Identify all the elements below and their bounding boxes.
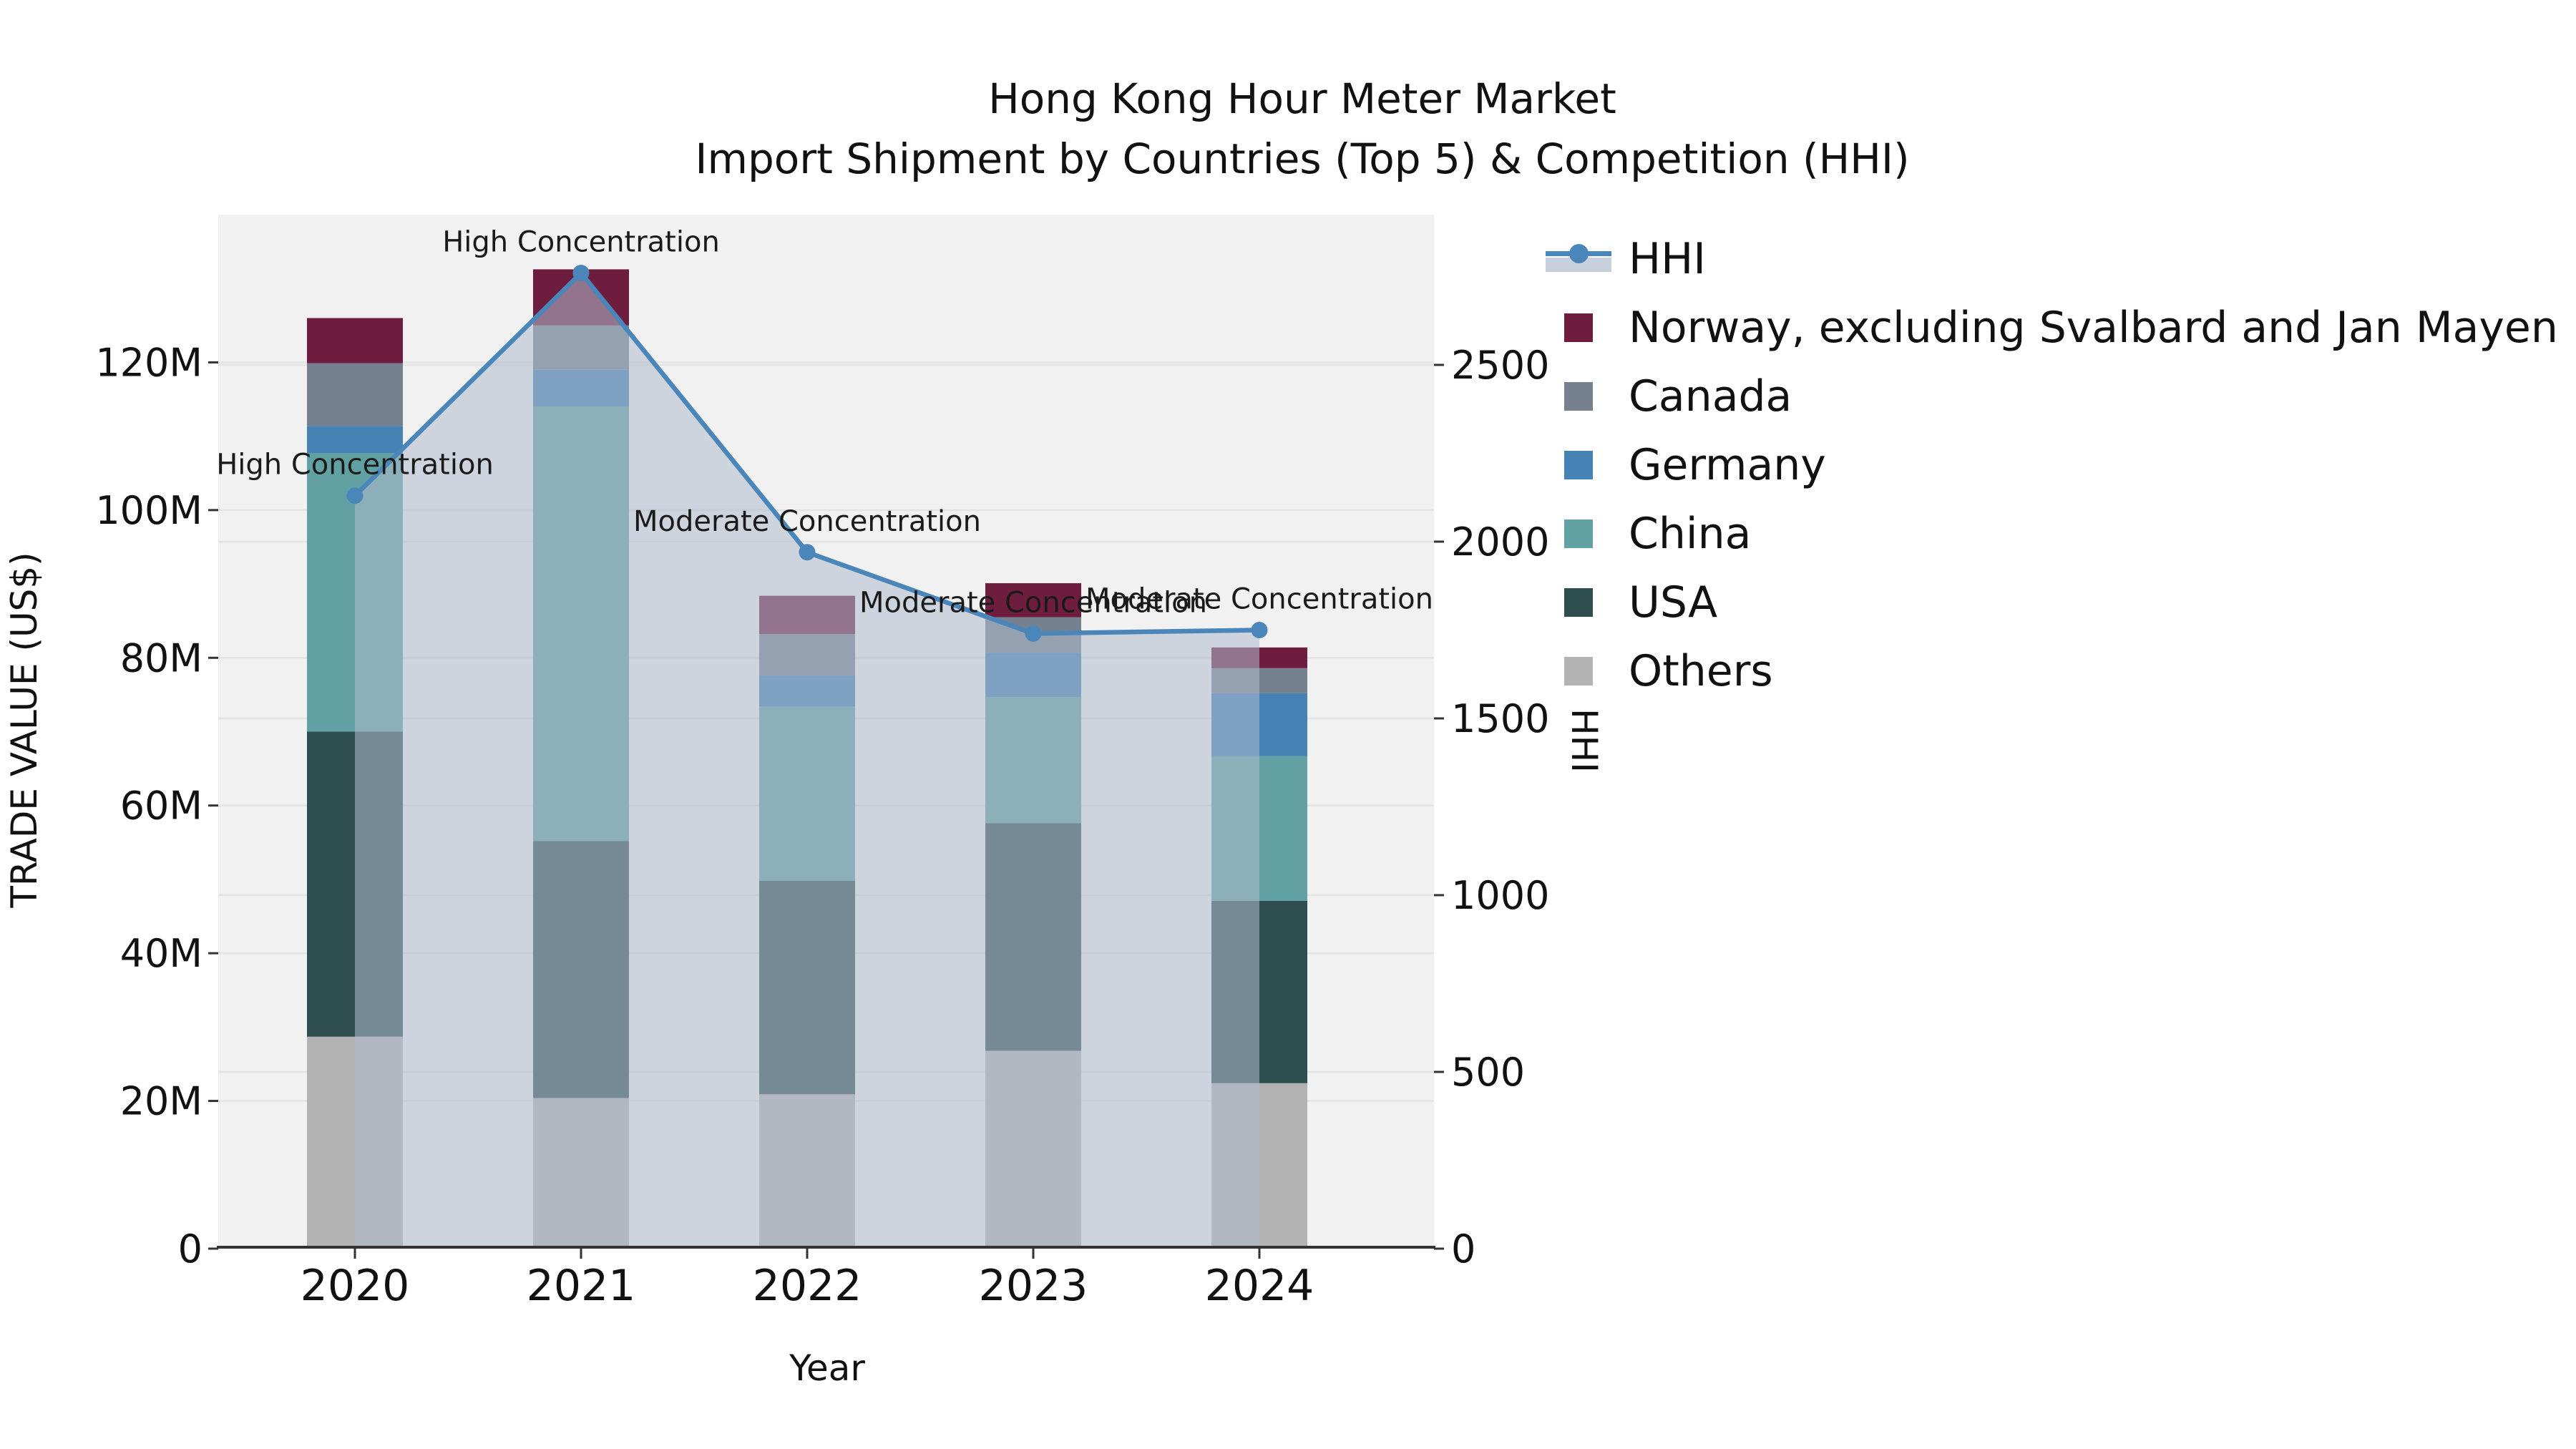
others-swatch — [1564, 657, 1593, 686]
legend-label-germany: Germany — [1629, 440, 1826, 490]
y-right-tick-label-1500: 1500 — [1451, 696, 1549, 741]
y-left-tick-label-40: 40M — [120, 931, 203, 976]
y-right-tick-label-2000: 2000 — [1451, 519, 1549, 565]
bar-segment-2020-norway — [307, 318, 403, 364]
y-left-tick-label-120: 120M — [95, 340, 203, 385]
legend: HHI Norway, excluding Svalbard and Jan M… — [1546, 225, 2558, 706]
legend-label-china: China — [1629, 509, 1752, 559]
legend-row-china: China — [1546, 499, 2558, 568]
bar-segment-2023-norway — [985, 583, 1081, 618]
legend-label-hhi: HHI — [1629, 234, 1706, 284]
x-tick-label-2023: 2023 — [979, 1261, 1088, 1311]
y-axis-left-title: TRADE VALUE (US$) — [4, 552, 45, 908]
legend-row-hhi: HHI — [1546, 225, 2558, 293]
bar-segment-2020-germany — [307, 426, 403, 454]
legend-label-canada: Canada — [1629, 371, 1792, 421]
x-tick-label-2024: 2024 — [1205, 1261, 1314, 1311]
legend-label-usa: USA — [1629, 577, 1718, 628]
annotation-2024: Moderate Concentration — [1085, 582, 1433, 615]
chart-title-line-1: Hong Kong Hour Meter Market — [988, 74, 1616, 123]
hhi-area-fill-sample — [1546, 258, 1611, 272]
x-tick-label-2022: 2022 — [753, 1261, 862, 1311]
legend-row-usa: USA — [1546, 568, 2558, 637]
hhi-marker-2022 — [799, 544, 816, 561]
x-tick-label-2021: 2021 — [527, 1261, 636, 1311]
hhi-marker-2020 — [346, 487, 364, 504]
hhi-area-fill — [355, 273, 1259, 1247]
legend-row-canada: Canada — [1546, 362, 2558, 431]
hhi-line-legend-sample — [1546, 242, 1611, 276]
annotation-2021: High Concentration — [442, 226, 720, 259]
germany-swatch — [1564, 451, 1593, 479]
hhi-marker-2023 — [1025, 625, 1042, 642]
y-right-tick-label-1000: 1000 — [1451, 873, 1549, 918]
hhi-marker-2024 — [1251, 621, 1268, 638]
y-left-tick-label-20: 20M — [120, 1079, 203, 1124]
y-left-tick-label-100: 100M — [95, 488, 203, 533]
usa-swatch — [1564, 588, 1593, 617]
bar-segment-2020-canada — [307, 363, 403, 426]
x-tick-label-2020: 2020 — [301, 1261, 410, 1311]
annotation-2023: Moderate Concentration — [859, 586, 1207, 619]
y-left-tick-label-0: 0 — [178, 1226, 203, 1272]
annotation-2022: Moderate Concentration — [633, 505, 981, 538]
legend-row-germany: Germany — [1546, 431, 2558, 499]
chart-title-line-2: Import Shipment by Countries (Top 5) & C… — [695, 135, 1910, 183]
y-left-tick-label-60: 60M — [120, 784, 203, 829]
legend-label-others: Others — [1629, 646, 1773, 696]
norway-swatch — [1564, 313, 1593, 342]
y-left-tick-label-80: 80M — [120, 635, 203, 680]
legend-label-norway: Norway, excluding Svalbard and Jan Mayen — [1629, 303, 2558, 353]
y-right-tick-label-0: 0 — [1451, 1226, 1475, 1272]
china-swatch — [1564, 519, 1593, 548]
canada-swatch — [1564, 382, 1593, 411]
legend-row-others: Others — [1546, 637, 2558, 706]
annotation-2020: High Concentration — [216, 449, 494, 482]
y-axis-right-title: HHI — [1563, 708, 1605, 773]
y-right-tick-label-2500: 2500 — [1451, 343, 1549, 388]
y-right-tick-label-500: 500 — [1451, 1050, 1525, 1095]
hhi-marker-2021 — [572, 265, 590, 282]
x-axis-title: Year — [789, 1347, 865, 1389]
legend-row-norway: Norway, excluding Svalbard and Jan Mayen — [1546, 293, 2558, 362]
hhi-marker-icon — [1569, 244, 1589, 263]
